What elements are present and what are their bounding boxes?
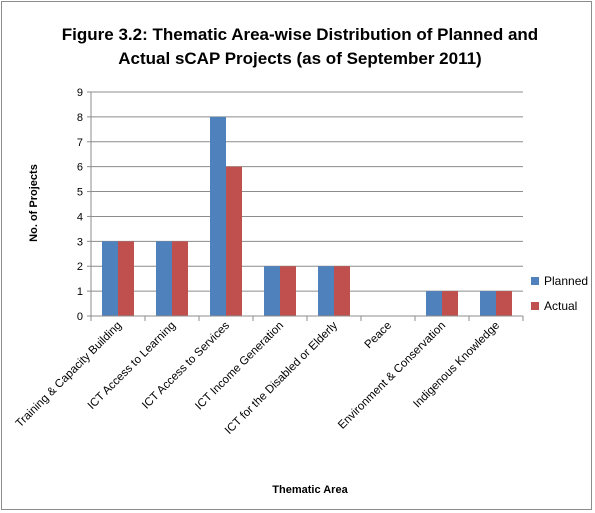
y-tick-label: 8 [77, 112, 83, 124]
bar-planned [156, 241, 172, 316]
y-tick-label: 0 [77, 311, 83, 323]
gridlines [91, 91, 523, 292]
bars [102, 116, 512, 316]
x-category-label: Environment & Conservation [336, 320, 448, 432]
y-tick-label: 9 [77, 87, 83, 99]
chart-title-line-1: Figure 3.2: Thematic Area-wise Distribut… [61, 25, 539, 44]
y-tick-label: 3 [77, 236, 83, 248]
legend-label-actual: Actual [544, 299, 577, 313]
y-axis-title: No. of Projects [28, 164, 40, 242]
bar-actual [280, 266, 296, 316]
bar-actual [496, 291, 512, 316]
chart-title-line-2: Actual sCAP Projects (as of September 20… [118, 49, 482, 68]
y-tick-label: 5 [77, 187, 83, 199]
y-tick-label: 1 [77, 286, 83, 298]
bar-planned [102, 241, 118, 316]
chart-title: Figure 3.2: Thematic Area-wise Distribut… [40, 23, 560, 71]
bar-actual [442, 291, 458, 316]
x-axis-title: Thematic Area [272, 484, 348, 496]
x-category-label: Peace [363, 320, 395, 352]
legend: Planned Actual [531, 274, 588, 313]
bar-actual [172, 241, 188, 316]
x-category-label: Training & Capacity Building [14, 320, 124, 430]
y-tick-label: 6 [77, 162, 83, 174]
x-category-label: ICT Access to Learning [86, 320, 178, 412]
bar-planned [480, 291, 496, 316]
bar-actual [118, 241, 134, 316]
x-category-label: ICT Income Generation [193, 320, 286, 413]
legend-label-planned: Planned [544, 274, 588, 288]
y-tick-label: 7 [77, 137, 83, 149]
legend-swatch-planned [531, 277, 539, 285]
bar-actual [226, 166, 242, 316]
bar-actual [334, 266, 350, 316]
x-category-label: ICT Access to Services [140, 319, 232, 411]
y-tick-label: 2 [77, 261, 83, 273]
axes [87, 91, 524, 321]
bar-planned [426, 291, 442, 316]
bar-planned [318, 266, 334, 316]
legend-swatch-actual [531, 302, 539, 310]
bar-planned [264, 266, 280, 316]
bar-planned [210, 116, 226, 316]
x-category-label: ICT for the Disabled or Elderly [223, 319, 340, 436]
y-tick-label: 4 [77, 211, 83, 223]
